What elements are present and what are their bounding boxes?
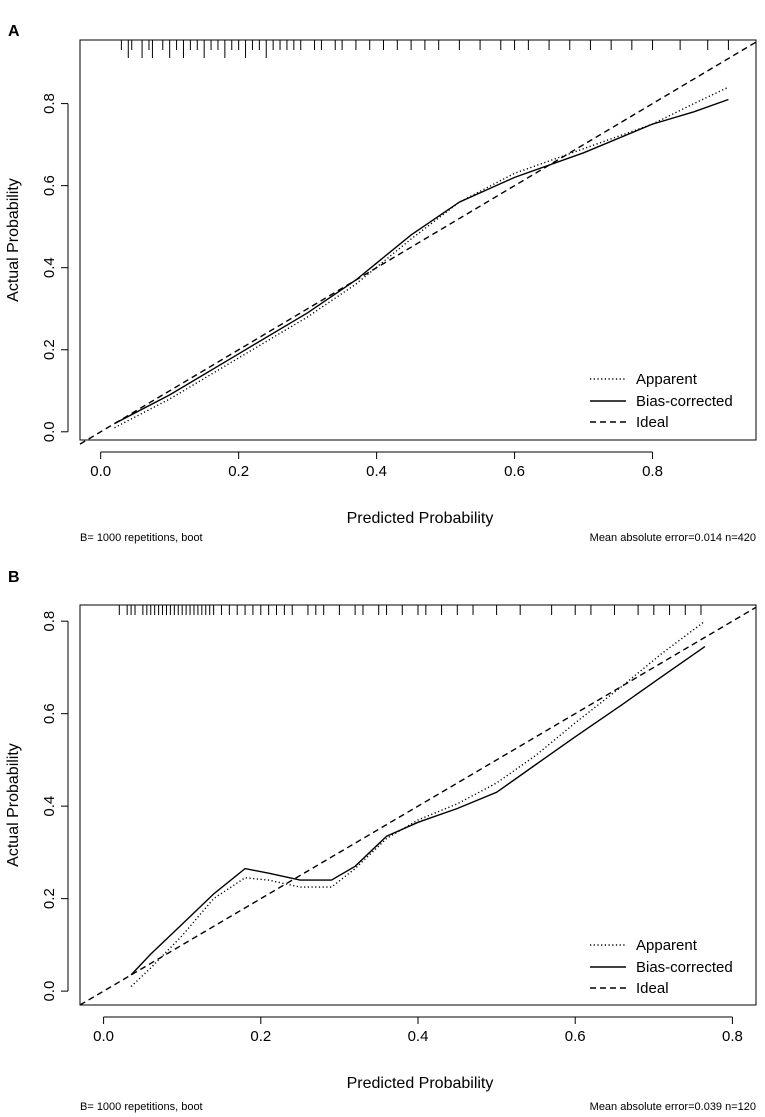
- legend-label-bias-corrected: Bias-corrected: [636, 393, 733, 410]
- y-tick-label: 0.6: [41, 175, 58, 196]
- legend-label-bias-corrected: Bias-corrected: [636, 959, 733, 976]
- x-tick-label: 0.4: [408, 1028, 429, 1045]
- y-tick-label: 0.4: [41, 796, 58, 817]
- panel-a: A 0.0 0.2 0.4 0.6 0.8 0.0 0.2 0.4 0.6 0.8 Predict…: [5, 23, 757, 544]
- series-ideal-line: [79, 41, 757, 445]
- x-tick-label: 0.2: [250, 1028, 271, 1045]
- x-tick-label: 0.6: [504, 463, 525, 480]
- series-ideal-line: [79, 606, 757, 1006]
- x-axis-title: Predicted Probability: [347, 1075, 494, 1092]
- panel-label: A: [8, 23, 20, 40]
- y-tick-label: 0.2: [41, 888, 58, 909]
- axes: 0.0 0.2 0.4 0.6 0.8 0.0 0.2 0.4 0.6 0.8: [41, 93, 663, 480]
- x-tick-label: 0.6: [565, 1028, 586, 1045]
- series-apparent-line: [130, 620, 706, 988]
- axes: 0.0 0.2 0.4 0.6 0.8 0.0 0.2 0.4 0.6 0.8: [41, 611, 743, 1045]
- y-tick-label: 0.2: [41, 339, 58, 360]
- y-tick-label: 0.0: [41, 981, 58, 1002]
- legend: Apparent Bias-corrected Ideal: [590, 937, 733, 997]
- legend-label-apparent: Apparent: [636, 937, 698, 954]
- legend-label-ideal: Ideal: [636, 980, 669, 997]
- legend-label-ideal: Ideal: [636, 414, 669, 431]
- panel-label: B: [8, 569, 20, 586]
- series-bias-corrected-line: [114, 98, 729, 425]
- legend: Apparent Bias-corrected Ideal: [590, 371, 733, 431]
- x-tick-label: 0.2: [228, 463, 249, 480]
- plot-frame: [79, 39, 757, 441]
- y-axis-title: Actual Probability: [5, 178, 22, 302]
- x-tick-label: 0.8: [642, 463, 663, 480]
- curves: [79, 41, 757, 445]
- rug-marks: [118, 605, 702, 615]
- series-apparent-line: [114, 86, 729, 429]
- series-bias-corrected-line: [130, 646, 706, 976]
- footnote-right: Mean absolute error=0.014 n=420: [590, 532, 756, 544]
- y-tick-label: 0.8: [41, 611, 58, 632]
- panel-b: B 0.0 0.2 0.4 0.6 0.8 0.0 0.2 0.4 0.6 0.8 Predict…: [5, 569, 757, 1113]
- footnote-right: Mean absolute error=0.039 n=120: [590, 1101, 756, 1113]
- y-tick-label: 0.4: [41, 257, 58, 278]
- y-tick-label: 0.6: [41, 703, 58, 724]
- y-tick-label: 0.8: [41, 93, 58, 114]
- y-tick-label: 0.0: [41, 421, 58, 442]
- rug-marks: [120, 40, 729, 58]
- x-tick-label: 0.4: [366, 463, 387, 480]
- x-axis-title: Predicted Probability: [347, 510, 494, 527]
- footnote-left: B= 1000 repetitions, boot: [80, 532, 203, 544]
- legend-label-apparent: Apparent: [636, 371, 698, 388]
- curves: [79, 606, 757, 1006]
- x-tick-label: 0.0: [93, 1028, 114, 1045]
- y-axis-title: Actual Probability: [5, 743, 22, 867]
- x-tick-label: 0.0: [90, 463, 111, 480]
- x-tick-label: 0.8: [722, 1028, 743, 1045]
- footnote-left: B= 1000 repetitions, boot: [80, 1101, 203, 1113]
